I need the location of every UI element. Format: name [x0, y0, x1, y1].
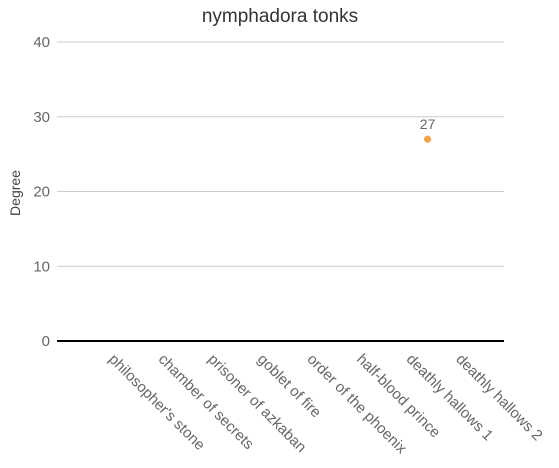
chart-title: nymphadora tonks: [202, 6, 358, 27]
y-axis-ticks: 0 10 20 30 40: [33, 34, 50, 350]
y-tick-label: 20: [33, 184, 50, 201]
x-tick-label: philosopher's stone: [105, 351, 208, 454]
y-tick-label: 30: [33, 109, 50, 126]
x-tick-label: deathly hallows 2: [452, 351, 545, 444]
data-label: 27: [420, 116, 436, 132]
y-tick-label: 40: [33, 34, 50, 51]
data-point: [424, 135, 432, 143]
y-tick-label: 0: [42, 333, 50, 350]
gridlines: [57, 41, 504, 342]
y-axis-label: Degree: [7, 170, 23, 216]
x-tick-label: deathly hallows 1: [403, 351, 496, 444]
data-points: 27: [420, 116, 436, 143]
x-tick-label: half-blood prince: [353, 351, 443, 441]
x-tick-label: chamber of secrets: [155, 351, 257, 453]
y-tick-label: 10: [33, 258, 50, 275]
